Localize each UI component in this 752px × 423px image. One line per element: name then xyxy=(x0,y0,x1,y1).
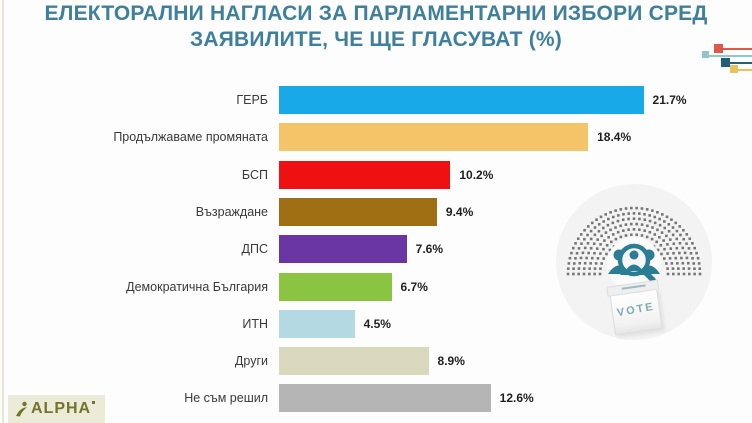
chart-row: ГЕРБ 21.7% xyxy=(0,86,752,114)
chart-title-line2: ЗАЯВИЛИТЕ, ЧЕ ЩЕ ГЛАСУВАТ (%) xyxy=(190,28,562,51)
bar xyxy=(279,123,589,152)
category-label: Други xyxy=(234,354,268,369)
parliament-hemicycle xyxy=(566,206,702,291)
value-label: 7.6% xyxy=(415,242,444,257)
bar xyxy=(279,347,429,376)
dark-teal-square xyxy=(721,58,730,67)
category-label: БСП xyxy=(241,167,268,182)
chart-row: Демократична България 6.7% xyxy=(0,272,752,301)
category-label: Продължаваме промяната xyxy=(113,130,268,145)
alpha-logo-icon xyxy=(16,401,27,417)
chart-row: Не съм решил 12.6% xyxy=(0,384,752,413)
category-label: ГЕРБ xyxy=(236,93,268,107)
bar xyxy=(279,384,491,413)
category-label: Възраждане xyxy=(195,204,268,219)
alpha-logo-trademark-dot xyxy=(92,401,96,404)
value-label: 9.4% xyxy=(445,204,474,219)
red-square-line xyxy=(723,48,752,50)
bar xyxy=(279,160,451,189)
light-teal-square-line xyxy=(709,55,752,57)
vote-label: VOTE xyxy=(616,300,656,320)
ballot-box: VOTE xyxy=(609,286,663,336)
chart-row: Други 8.9% xyxy=(0,347,752,376)
chart-row: ИТН 4.5% xyxy=(0,309,752,338)
value-label: 10.2% xyxy=(459,167,494,182)
alpha-logo: ALPHA xyxy=(8,395,105,423)
chart-row: Възраждане 9.4% xyxy=(0,197,752,226)
category-label: Демократична България xyxy=(126,279,268,294)
red-square xyxy=(714,44,723,53)
parliament-graphic: VOTE xyxy=(556,184,712,340)
bar xyxy=(279,235,407,264)
bar xyxy=(279,272,392,301)
alpha-logo-text: ALPHA xyxy=(31,400,92,417)
hemicycle-seats xyxy=(566,206,702,276)
dark-teal-square-line xyxy=(730,62,752,64)
category-label: ДПС xyxy=(241,242,268,257)
value-label: 18.4% xyxy=(597,130,632,145)
category-label: ИТН xyxy=(242,316,268,331)
bar xyxy=(279,309,355,338)
chart-row: ДПС 7.6% xyxy=(0,235,752,264)
left-edge-decoration xyxy=(2,0,4,423)
value-label: 12.6% xyxy=(499,391,534,406)
yellow-square-line xyxy=(738,69,752,71)
value-label: 6.7% xyxy=(400,279,428,294)
chart-title: ЕЛЕКТОРАЛНИ НАГЛАСИ ЗА ПАРЛАМЕНТАРНИ ИЗБ… xyxy=(0,1,752,53)
value-label: 8.9% xyxy=(437,354,465,369)
value-label: 4.5% xyxy=(363,316,391,331)
yellow-square xyxy=(730,65,738,73)
bar xyxy=(279,86,644,114)
category-label: Не съм решил xyxy=(184,391,268,406)
bar xyxy=(279,197,437,226)
voters-search-icon xyxy=(608,243,660,283)
chart-title-line1: ЕЛЕКТОРАЛНИ НАГЛАСИ ЗА ПАРЛАМЕНТАРНИ ИЗБ… xyxy=(44,2,708,25)
chart-row: Продължаваме промяната 18.4% xyxy=(0,123,752,152)
chart-row: БСП 10.2% xyxy=(0,160,752,189)
light-teal-square xyxy=(702,51,709,58)
value-label: 21.7% xyxy=(652,93,687,107)
